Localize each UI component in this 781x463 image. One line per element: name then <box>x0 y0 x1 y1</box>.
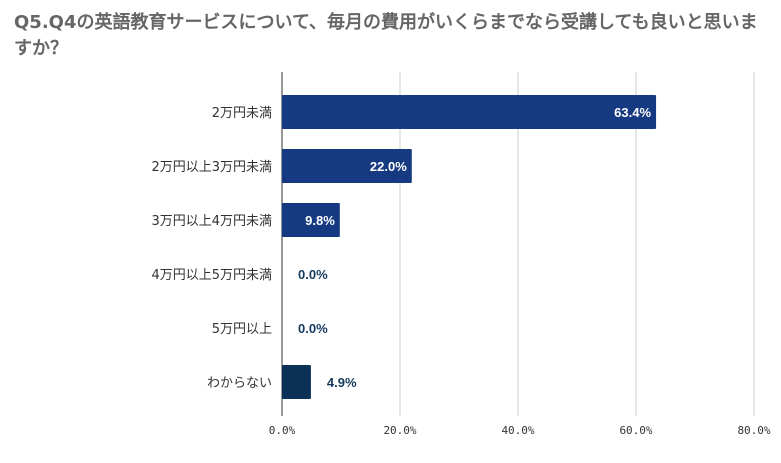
category-label: 3万円以上4万円未満 <box>151 214 272 229</box>
x-tick-label: 20.0% <box>383 424 416 437</box>
chart-title: Q5.Q4の英語教育サービスについて、毎月の費用がいくらまでなら受講しても良いと… <box>14 12 758 59</box>
category-label: 5万円以上 <box>212 322 272 337</box>
x-tick-label: 60.0% <box>619 424 652 437</box>
data-label: 63.4% <box>614 105 651 120</box>
category-label: 2万円以上3万円未満 <box>151 160 272 175</box>
x-tick-label: 80.0% <box>737 424 770 437</box>
data-label: 0.0% <box>298 267 328 282</box>
category-label: わからない <box>207 376 272 391</box>
data-label: 9.8% <box>305 213 335 228</box>
data-label: 22.0% <box>370 159 407 174</box>
category-label: 2万円未満 <box>212 106 272 121</box>
data-label: 4.9% <box>327 375 357 390</box>
x-tick-label: 0.0% <box>269 424 296 437</box>
category-label: 4万円以上5万円未満 <box>151 268 272 283</box>
bar <box>282 95 657 129</box>
bar <box>282 203 340 237</box>
bar <box>282 365 311 399</box>
bar <box>282 149 412 183</box>
data-label: 0.0% <box>298 321 328 336</box>
x-tick-label: 40.0% <box>501 424 534 437</box>
